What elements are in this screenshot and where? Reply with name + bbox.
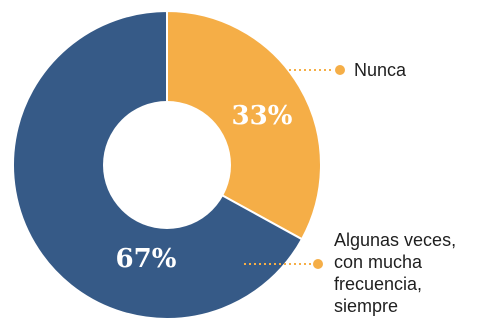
data-label-algunas-veces: 67%	[116, 244, 177, 274]
legend-label-nunca: Nunca	[354, 60, 407, 80]
donut-hole	[103, 101, 231, 229]
legend-marker-algunas-veces	[313, 259, 323, 269]
legend-label-algunas-veces: Algunas veces, con mucha frecuencia, sie…	[334, 230, 461, 316]
legend-marker-nunca	[335, 65, 345, 75]
data-label-nunca: 33%	[232, 101, 293, 131]
